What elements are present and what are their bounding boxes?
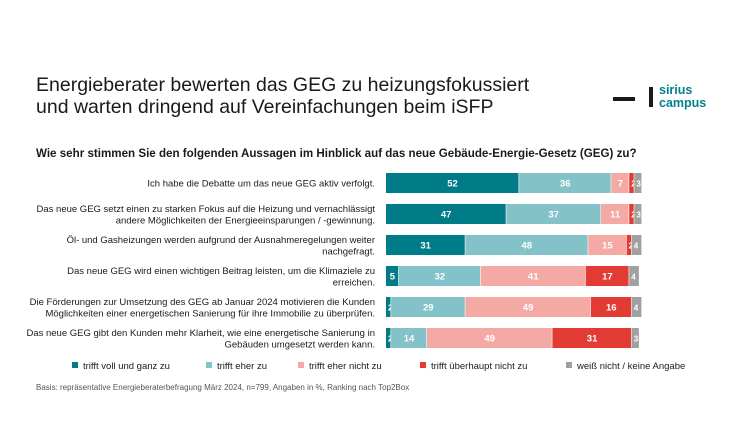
bar-segment-row-6-series-4 [552, 328, 632, 348]
bar-segment-row-3-series-5 [631, 235, 642, 255]
category-label-5-line-1: Die Förderungen zur Umsetzung des GEG ab… [30, 297, 375, 308]
bar-segment-row-4-series-3 [480, 266, 586, 286]
survey-question: Wie sehr stimmen Sie den folgenden Aussa… [36, 147, 637, 160]
legend-label-trifft-voll: trifft voll und ganz zu [83, 361, 170, 372]
data-label-row-1-series-1: 52 [447, 179, 458, 190]
slide-title-line-2: und warten dringend auf Vereinfachungen … [36, 96, 494, 118]
category-label-1-line-1: Ich habe die Debatte um das neue GEG akt… [147, 179, 375, 190]
bar-segment-row-2-series-4 [629, 204, 634, 224]
bar-segment-row-4-series-2 [398, 266, 481, 286]
data-label-row-6-series-3: 49 [484, 334, 495, 345]
bar-segment-row-4-series-4 [585, 266, 629, 286]
logo-wordmark: sirius campus [659, 84, 706, 110]
data-label-row-2-series-4: 2 [631, 211, 636, 220]
category-label-3-line-2: nachgefragt. [322, 246, 375, 257]
data-label-row-6-series-2: 14 [404, 334, 415, 345]
legend-swatch-trifft-eher [206, 362, 212, 368]
data-label-row-6-series-5: 3 [634, 335, 639, 344]
data-label-row-3-series-1: 31 [420, 241, 431, 252]
data-label-row-4-series-3: 41 [528, 272, 539, 283]
legend-item-trifft-eher: trifft eher zu [206, 361, 267, 372]
data-label-row-5-series-1: 2 [388, 304, 393, 313]
bar-segment-row-2-series-3 [601, 204, 629, 224]
bar-segment-row-5-series-3 [465, 297, 591, 317]
bar-segment-row-3-series-1 [386, 235, 465, 255]
data-label-row-1-series-2: 36 [560, 179, 571, 190]
bar-segment-row-1-series-3 [611, 173, 629, 193]
category-label-2-line-2: andere Möglichkeiten der Energieeinsparu… [116, 215, 375, 226]
data-label-row-3-series-2: 48 [522, 241, 533, 252]
bar-segment-row-6-series-2 [391, 328, 427, 348]
category-label-6-line-2: Gebäuden umgesetzt werden kann. [224, 339, 375, 350]
data-label-row-2-series-1: 47 [441, 210, 452, 221]
category-label-4-line-2: erreichen. [333, 277, 375, 288]
legend-swatch-ueberhaupt-nicht [420, 362, 426, 368]
data-label-row-3-series-3: 15 [602, 241, 613, 252]
legend-item-trifft-voll: trifft voll und ganz zu [72, 361, 170, 372]
legend-item-ueberhaupt-nicht: trifft überhaupt nicht zu [420, 361, 527, 372]
data-label-row-4-series-1: 5 [390, 272, 396, 283]
data-label-row-2-series-2: 37 [548, 210, 559, 221]
legend-swatch-weiss-nicht [566, 362, 572, 368]
bar-segment-row-4-series-1 [386, 266, 399, 286]
slide-title-line-1: Energieberater bewerten das GEG zu heizu… [36, 74, 530, 96]
category-label-5-line-2: Möglichkeiten einer energetischen Sanier… [45, 308, 375, 319]
footnote: Basis: repräsentative Energieberaterbefr… [36, 383, 410, 392]
legend-label-weiss-nicht: weiß nicht / keine Angabe [577, 361, 686, 372]
slide-title: Energieberater bewerten das GEG zu heizu… [36, 74, 596, 118]
bar-segment-row-5-series-2 [391, 297, 465, 317]
category-label-4-line-1: Das neue GEG wird einen wichtigen Beitra… [67, 266, 375, 277]
legend-label-trifft-eher: trifft eher zu [217, 361, 267, 372]
bar-segment-row-2-series-2 [506, 204, 601, 224]
bar-segment-row-5-series-1 [386, 297, 391, 317]
data-label-row-1-series-3: 7 [618, 179, 623, 190]
category-label-2-line-1: Das neue GEG setzt einen zu starken Foku… [37, 204, 376, 215]
legend-item-eher-nicht: trifft eher nicht zu [298, 361, 382, 372]
data-label-row-5-series-5: 4 [634, 304, 639, 313]
chart-legend: trifft voll und ganz zu trifft eher zu t… [72, 361, 712, 375]
bar-segment-row-2-series-5 [634, 204, 642, 224]
data-label-row-3-series-5: 4 [634, 242, 639, 251]
data-label-row-5-series-2: 29 [423, 303, 434, 314]
bar-segment-row-1-series-2 [519, 173, 611, 193]
bar-segment-row-3-series-4 [626, 235, 632, 255]
logo-word-2: campus [659, 96, 707, 110]
data-label-row-2-series-5: 3 [636, 211, 641, 220]
category-label-3-line-1: Öl- und Gasheizungen werden aufgrund der… [67, 235, 375, 246]
bar-segment-row-3-series-3 [588, 235, 627, 255]
legend-label-ueberhaupt-nicht: trifft überhaupt nicht zu [431, 361, 528, 372]
category-label-6-line-1: Das neue GEG gibt den Kunden mehr Klarhe… [26, 328, 375, 339]
bar-segment-row-2-series-1 [386, 204, 506, 224]
data-label-row-1-series-4: 2 [631, 180, 636, 189]
data-label-row-4-series-2: 32 [434, 272, 445, 283]
bar-segment-row-1-series-5 [634, 173, 642, 193]
legend-label-eher-nicht: trifft eher nicht zu [309, 361, 382, 372]
bar-segment-row-5-series-5 [631, 297, 642, 317]
logo-word-1: sirius [659, 83, 693, 97]
bar-segment-row-6-series-1 [386, 328, 391, 348]
bar-segment-row-1-series-1 [386, 173, 519, 193]
data-label-row-1-series-5: 3 [636, 180, 641, 189]
bar-segment-row-3-series-2 [465, 235, 588, 255]
data-label-row-4-series-4: 17 [602, 272, 613, 283]
legend-item-weiss-nicht: weiß nicht / keine Angabe [566, 361, 685, 372]
data-label-row-3-series-4: 2 [629, 242, 634, 251]
legend-swatch-eher-nicht [298, 362, 304, 368]
logo-dash-icon [613, 97, 635, 101]
logo-bar-icon [649, 87, 653, 107]
data-label-row-5-series-3: 49 [523, 303, 534, 314]
data-label-row-6-series-1: 2 [388, 335, 393, 344]
bar-segment-row-1-series-4 [629, 173, 634, 193]
data-label-row-5-series-4: 16 [606, 303, 617, 314]
sirius-campus-logo: sirius campus [613, 82, 723, 118]
bar-segment-row-6-series-3 [426, 328, 552, 348]
data-label-row-2-series-3: 11 [610, 210, 621, 221]
bar-segment-row-6-series-5 [631, 328, 639, 348]
bar-segment-row-5-series-4 [590, 297, 632, 317]
legend-swatch-trifft-voll [72, 362, 78, 368]
bar-segment-row-4-series-5 [629, 266, 639, 286]
data-label-row-6-series-4: 31 [587, 334, 598, 345]
data-label-row-4-series-5: 4 [631, 273, 636, 282]
